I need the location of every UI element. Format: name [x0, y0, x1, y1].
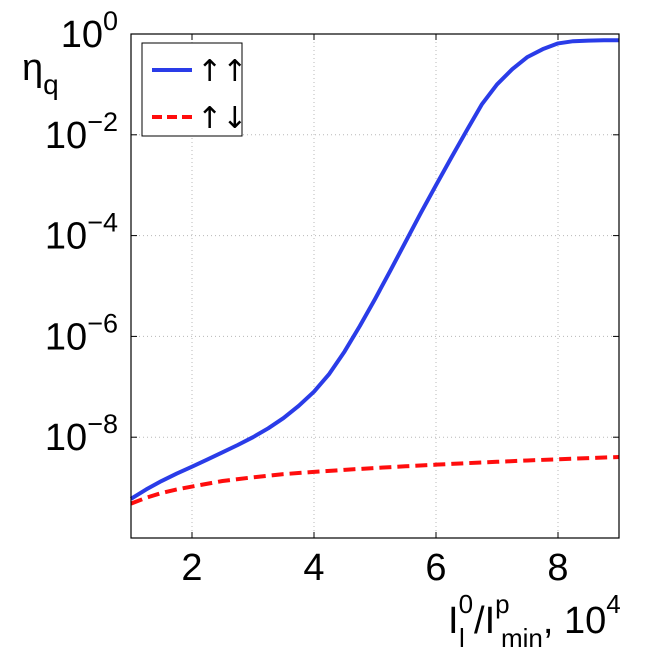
legend: ↑↑ ↑↓	[141, 42, 247, 137]
y-axis-label: ηq	[22, 47, 59, 100]
tick-labels: 2 4 6 8 100 10−2 10−4 10−6 10−8	[45, 6, 569, 589]
legend-label-up-up: ↑↑	[197, 54, 247, 89]
series-group	[129, 38, 620, 506]
x-axis-label-i1-sub: l	[459, 623, 465, 653]
x-axis-label-i2: I	[485, 600, 496, 642]
y-tick-label: 10−4	[45, 208, 118, 258]
x-axis-label-i1: I	[448, 600, 459, 642]
legend-box	[141, 42, 243, 137]
y-tick-label: 100	[61, 6, 118, 56]
plot-frame	[130, 33, 620, 539]
x-tick-label: 8	[547, 547, 568, 589]
x-tick-label: 2	[181, 547, 202, 589]
x-tick-label: 4	[303, 547, 324, 589]
x-axis-label-slash: /	[474, 600, 485, 642]
x-axis-label-i1-sup: 0	[459, 589, 473, 619]
y-tick-label: 10−8	[45, 409, 118, 459]
y-axis-label-main: η	[22, 47, 43, 89]
x-axis-label-suffix-sup: 4	[606, 589, 620, 619]
x-axis-label-i2-sup: p	[495, 589, 509, 619]
y-axis-label-sub: q	[43, 69, 59, 100]
x-axis-label: I0 l/Ip min, 104	[448, 589, 621, 653]
y-tick-label: 10−6	[45, 308, 118, 358]
y-tick-label: 10−2	[45, 107, 118, 157]
legend-label-up-down: ↑↓	[197, 101, 247, 136]
x-axis-label-i2-sub: min	[501, 623, 543, 653]
x-tick-label: 6	[425, 547, 446, 589]
ticks	[131, 33, 619, 538]
x-axis-label-suffix: , 10	[543, 600, 606, 642]
series-line-1	[130, 454, 620, 506]
series-line-0	[129, 38, 619, 501]
